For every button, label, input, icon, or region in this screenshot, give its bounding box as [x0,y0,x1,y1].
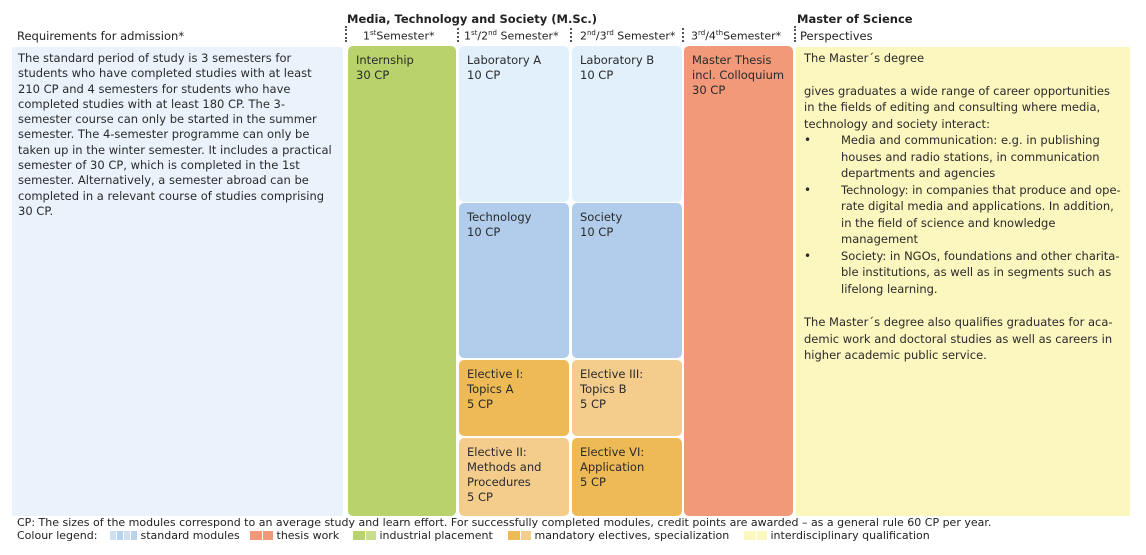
module-master-thesis: Master Thesis incl. Colloquium 30 CP [684,46,793,516]
module-elective-2: Elective II: Methods and Procedures 5 CP [459,438,569,516]
swatch [250,531,262,540]
swatch [124,531,130,540]
module-cp: 30 CP [692,83,726,97]
swatch [110,531,116,540]
list-item: Society: in NGOs, foundations and other … [804,248,1122,298]
semester-2-3-label: 2nd/3rd Semester* [580,29,676,43]
legend-interdisciplinary: interdisciplinary qualification [744,529,930,542]
module-elective-3: Elective III: Topics B 5 CP [572,360,682,436]
module-name: Internship [356,53,414,67]
swatch [757,531,767,540]
swatch [744,531,756,540]
module-name: Master Thesis incl. Colloquium [692,53,785,82]
requirements-panel: The standard period of study is 3 semest… [12,47,343,516]
module-elective-1: Elective I: Topics A 5 CP [459,360,569,436]
module-cp: 10 CP [467,68,501,82]
legend-text: industrial placement [379,529,493,542]
module-cp: 30 CP [356,68,390,82]
legend-text: mandatory electives, specialization [534,529,730,542]
legend-label: Colour legend: [17,529,98,542]
legend-text: thesis work [276,529,340,542]
swatch [263,531,273,540]
legend-text: interdisciplinary qualification [770,529,930,542]
module-laboratory-a: Laboratory A 10 CP [459,46,569,202]
module-name: Elective VI: Application [580,445,645,474]
perspectives-closing: The Master´s degree also qualifies gradu… [804,315,1113,362]
module-name: Society [580,210,623,224]
module-cp: 10 CP [580,225,614,239]
separator [457,28,459,42]
swatch [366,531,376,540]
legend-electives: mandatory electives, specialization [508,529,729,542]
module-name: Laboratory B [580,53,655,67]
list-item: Media and communication: e.g. in publish… [804,132,1122,182]
swatch [508,531,520,540]
swatch [117,531,123,540]
module-cp: 10 CP [580,68,614,82]
module-cp: 5 CP [467,490,493,504]
module-cp: 5 CP [580,397,606,411]
program-title: Media, Technology and Society (M.Sc.) [347,12,598,26]
semester-1-2-label: 1st/2nd Semester* [464,29,559,43]
module-name: Elective III: Topics B [580,367,644,396]
module-internship: Internship 30 CP [348,46,456,516]
module-laboratory-b: Laboratory B 10 CP [572,46,682,202]
module-name: Elective I: Topics A [467,367,524,396]
module-cp: 5 CP [467,397,493,411]
legend-thesis: thesis work [250,529,339,542]
degree-title: Master of Science [797,12,913,26]
requirements-text: The standard period of study is 3 semest… [18,51,332,218]
module-name: Laboratory A [467,53,542,67]
separator [570,28,572,42]
perspectives-intro: gives graduates a wide range of career o… [804,83,1110,131]
swatch [131,531,137,540]
swatch [521,531,531,540]
separator [682,28,684,42]
legend-industrial: industrial placement [353,529,493,542]
module-cp: 5 CP [580,475,606,489]
perspectives-title: The Master´s degree [804,51,925,65]
cp-note: CP: The sizes of the modules correspond … [17,516,992,529]
perspectives-list: Media and communication: e.g. in publish… [804,132,1122,297]
module-name: Technology [467,210,532,224]
perspectives-heading: Perspectives [800,29,873,43]
perspectives-panel: The Master´s degree gives graduates a wi… [796,47,1130,516]
module-cp: 10 CP [467,225,501,239]
list-item: Technology: in companies that produce an… [804,182,1122,248]
module-elective-6: Elective VI: Application 5 CP [572,438,682,516]
module-technology: Technology 10 CP [459,203,569,358]
requirements-heading: Requirements for admission* [17,29,185,43]
semester-1-label: 1stSemester* [363,29,435,43]
semester-3-4-label: 3rd/4thSemester* [691,29,782,43]
legend-standard: standard modules [110,529,240,542]
module-name: Elective II: Methods and Procedures [467,445,542,489]
separator [345,26,347,42]
module-society: Society 10 CP [572,203,682,358]
swatch [353,531,365,540]
separator [794,26,796,42]
legend-text: standard modules [140,529,240,542]
